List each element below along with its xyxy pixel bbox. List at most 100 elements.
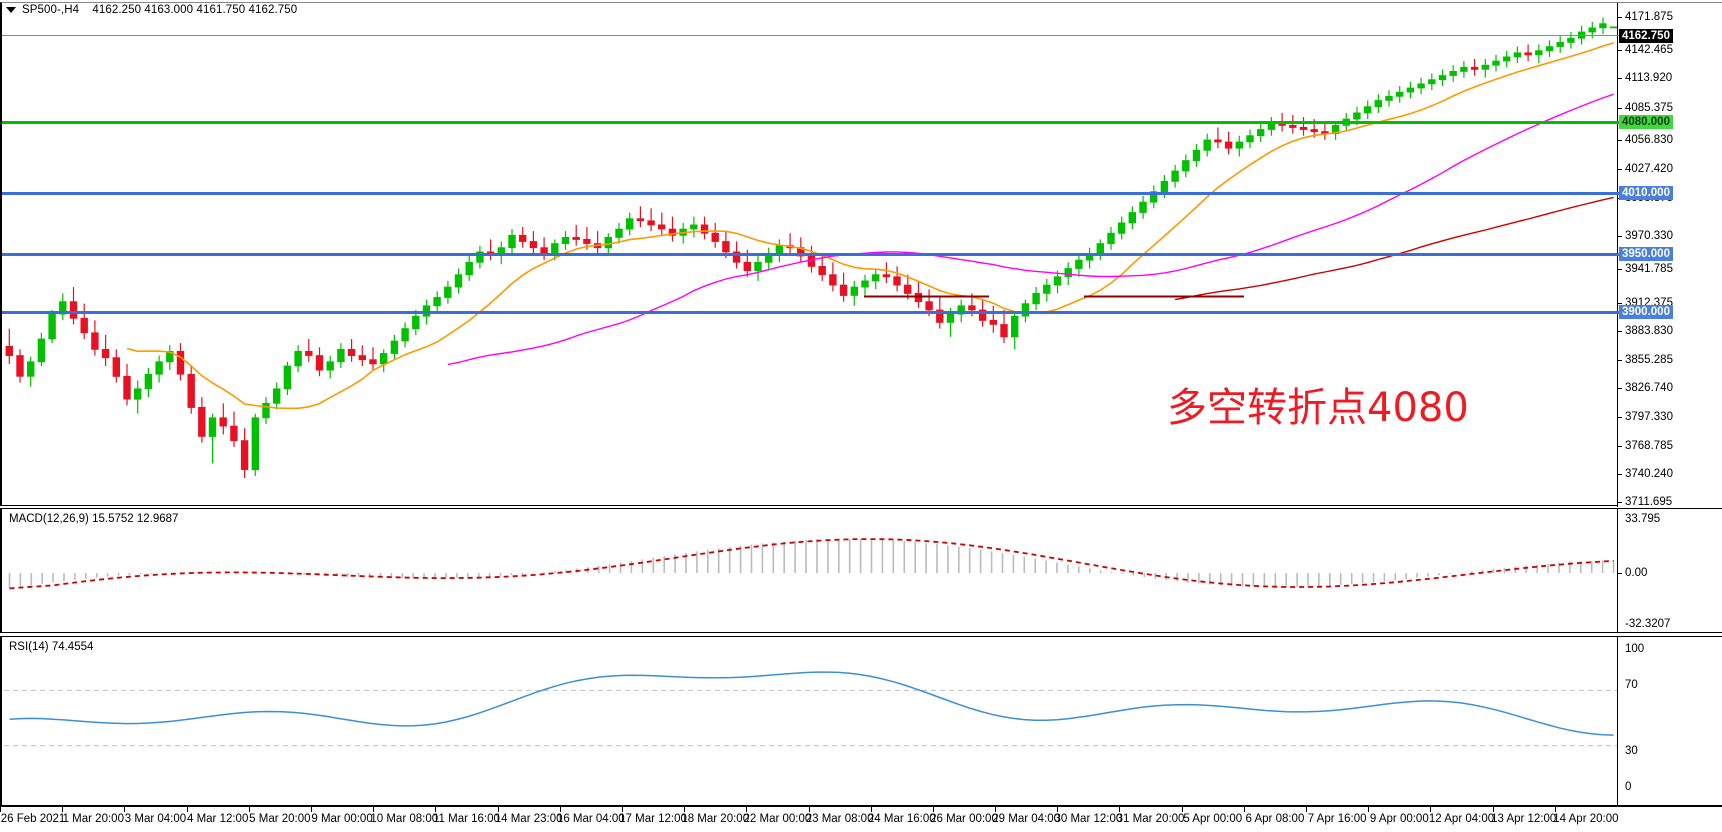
- time-tick-mark: [1182, 807, 1183, 812]
- rsi-indicator-panel[interactable]: RSI(14) 74.4554 100 70 30 0: [0, 636, 1722, 806]
- price-tick-label: 3941.785: [1618, 263, 1673, 276]
- time-tick-label: 5 Apr 00:00: [1183, 813, 1243, 825]
- macd-scale-axis[interactable]: 33.795 0.00 -32.3207: [1617, 509, 1722, 632]
- macd-plot-area[interactable]: [4, 509, 1619, 632]
- time-tick-mark: [684, 807, 685, 812]
- macd-svg: [8, 538, 1615, 590]
- time-tick-label: 29 Mar 04:00: [992, 813, 1061, 825]
- time-tick-mark: [498, 807, 499, 812]
- chart-annotation-text: 多空转折点4080: [1167, 385, 1469, 431]
- price-tick-label: 4056.830: [1618, 134, 1673, 147]
- rsi-line: [9, 671, 1614, 736]
- time-tick-mark: [1555, 807, 1556, 812]
- price-tick-label: 3883.830: [1618, 325, 1673, 338]
- time-tick-label: 17 Mar 12:00: [619, 813, 687, 825]
- time-tick-mark: [0, 807, 1, 812]
- macd-tick-label: 0.00: [1618, 567, 1647, 580]
- time-tick-mark: [1306, 807, 1307, 812]
- price-tick-label: 4085.375: [1618, 102, 1673, 115]
- price-tick-label: 3768.785: [1618, 440, 1673, 453]
- time-tick-mark: [1368, 807, 1369, 812]
- price-tick-label: 4142.465: [1618, 44, 1673, 57]
- level-tag-3900: 3900.000: [1619, 305, 1673, 319]
- level-line-4080: [2, 121, 1619, 124]
- time-tick-label: 14 Mar 23:00: [494, 813, 563, 825]
- ma-fast-line: [126, 42, 1614, 410]
- current-price-line: [2, 35, 1619, 36]
- time-tick-label: 23 Mar 08:00: [805, 813, 874, 825]
- price-tick-label: 3711.695: [1618, 496, 1672, 509]
- time-tick-label: 31 Mar 20:00: [1116, 813, 1185, 825]
- time-tick-mark: [124, 807, 125, 812]
- time-tick-label: 9 Apr 00:00: [1369, 813, 1429, 825]
- level-line-4010: [2, 192, 1619, 195]
- time-tick-mark: [933, 807, 934, 812]
- time-scale-axis[interactable]: 26 Feb 2021 1 Mar 20:00 3 Mar 04:00 4 Mar 1…: [0, 806, 1722, 832]
- level-line-3950: [2, 253, 1619, 256]
- time-tick-label: 26 Mar 00:00: [930, 813, 998, 825]
- price-tick-label: 3826.740: [1618, 382, 1673, 395]
- price-tick-label: 3740.240: [1618, 468, 1673, 481]
- rsi-label: RSI(14) 74.4554: [9, 641, 94, 653]
- time-tick-label: 1 Mar 20:00: [62, 813, 124, 825]
- time-tick-mark: [62, 807, 63, 812]
- time-tick-mark: [1244, 807, 1245, 812]
- price-tick-label: 4171.875: [1618, 11, 1673, 24]
- price-candles-svg: [5, 17, 1618, 478]
- level-tag-3950: 3950.000: [1619, 247, 1673, 261]
- time-tick-mark: [746, 807, 747, 812]
- macd-label: MACD(12,26,9) 15.5752 12.9687: [9, 513, 179, 525]
- price-tick-label: 3855.285: [1618, 354, 1673, 367]
- time-tick-label: 14 Apr 20:00: [1553, 813, 1619, 825]
- level-line-3900: [2, 311, 1619, 314]
- level-tag-4010: 4010.000: [1619, 186, 1673, 200]
- level-tag-4080: 4080.000: [1619, 115, 1673, 129]
- macd-indicator-panel[interactable]: MACD(12,26,9) 15.5752 12.9687 33.795 0.00…: [0, 508, 1722, 633]
- chart-title-label: SP500-,H4 4162.250 4163.000 4161.750 416…: [22, 4, 297, 16]
- current-price-tag: 4162.750: [1619, 29, 1673, 43]
- macd-tick-label: -32.3207: [1625, 618, 1671, 630]
- time-tick-mark: [1493, 807, 1494, 812]
- time-tick-label: 18 Mar 20:00: [681, 813, 750, 825]
- rsi-tick-label: 0: [1625, 781, 1632, 793]
- time-tick-label: 22 Mar 00:00: [743, 813, 812, 825]
- price-plot-area[interactable]: [4, 3, 1619, 505]
- time-tick-mark: [1057, 807, 1058, 812]
- time-tick-mark: [871, 807, 872, 812]
- rsi-tick-label: 70: [1625, 679, 1638, 691]
- macd-signal-line: [9, 538, 1614, 590]
- time-tick-mark: [1430, 807, 1431, 812]
- time-tick-label: 11 Mar 16:00: [432, 813, 500, 825]
- price-chart-panel[interactable]: 多空转折点4080 4171.875 4142.465 4113.920 4085.3…: [0, 2, 1722, 509]
- time-tick-label: 26 Feb 2021: [0, 813, 66, 825]
- time-tick-label: 3 Mar 04:00: [124, 813, 187, 825]
- price-tick-label: 3970.330: [1618, 230, 1673, 243]
- time-tick-label: 24 Mar 16:00: [867, 813, 936, 825]
- time-tick-label: 4 Mar 12:00: [186, 813, 249, 825]
- macd-tick-label: 33.795: [1625, 513, 1661, 525]
- ma-mid-line: [447, 93, 1614, 366]
- time-tick-label: 13 Apr 12:00: [1491, 813, 1557, 825]
- rsi-scale-axis[interactable]: 100 70 30 0: [1617, 637, 1722, 805]
- time-tick-label: 12 Apr 04:00: [1428, 813, 1495, 825]
- time-tick-mark: [249, 807, 250, 812]
- time-tick-mark: [622, 807, 623, 812]
- price-tick-label: 3797.330: [1618, 411, 1673, 424]
- time-tick-mark: [809, 807, 810, 812]
- chart-ohlc-label: 4162.250 4163.000 4161.750 4162.750: [92, 4, 298, 16]
- price-scale-axis[interactable]: 4171.875 4142.465 4113.920 4085.375 4056.830…: [1617, 3, 1722, 509]
- caret-down-icon[interactable]: [6, 7, 16, 13]
- rsi-plot-area[interactable]: [4, 637, 1619, 805]
- time-tick-label: 7 Apr 16:00: [1307, 813, 1367, 825]
- time-tick-mark: [1119, 807, 1120, 812]
- time-tick-label: 5 Mar 20:00: [249, 813, 311, 825]
- time-tick-mark: [311, 807, 312, 812]
- price-tick-label: 4113.920: [1618, 72, 1672, 85]
- time-tick-mark: [435, 807, 436, 812]
- rsi-tick-label: 30: [1625, 745, 1638, 757]
- time-tick-mark: [995, 807, 996, 812]
- chart-symbol-label: SP500-,H4: [22, 4, 80, 16]
- rsi-svg: [4, 671, 1619, 747]
- time-tick-label: 6 Apr 08:00: [1245, 813, 1305, 825]
